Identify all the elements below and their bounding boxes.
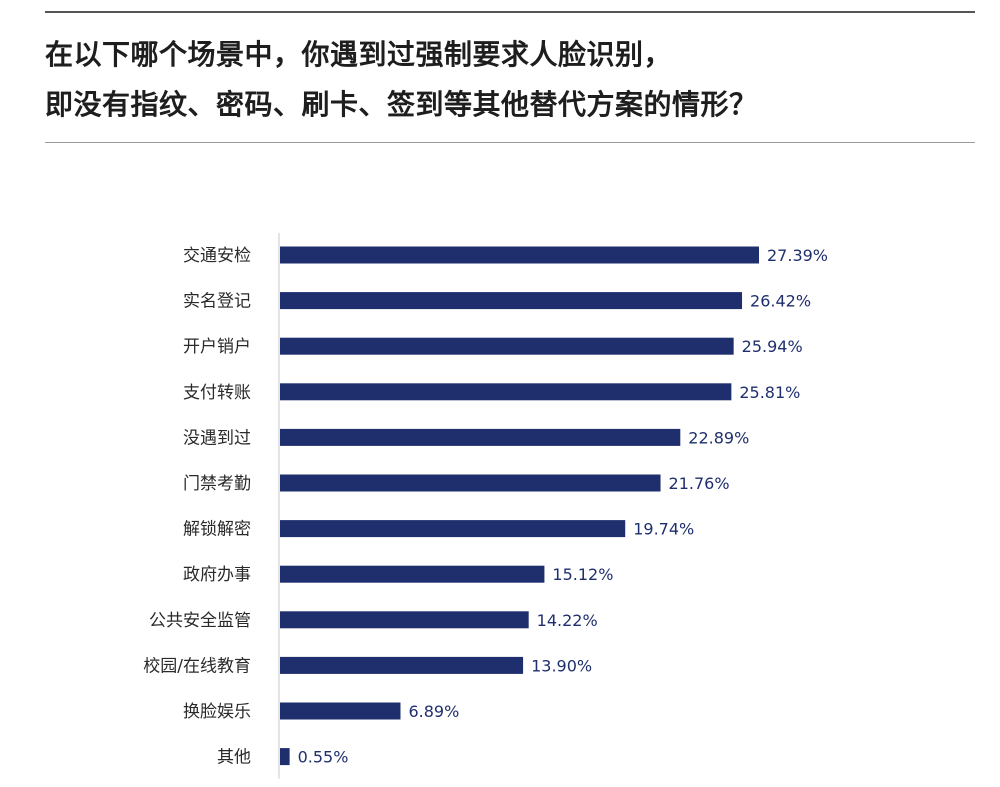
category-label: 门禁考勤 — [183, 474, 251, 494]
value-label: 21.76% — [669, 474, 730, 493]
category-label: 解锁解密 — [183, 520, 251, 540]
chart-bars-group — [280, 246, 759, 766]
bar — [280, 656, 524, 674]
value-label: 19.74% — [633, 520, 694, 539]
bar — [280, 474, 661, 492]
value-label: 0.55% — [298, 748, 349, 767]
value-label: 26.42% — [750, 292, 811, 311]
category-label: 开户销户 — [183, 337, 251, 357]
category-labels-group: 交通安检实名登记开户销户支付转账没遇到过门禁考勤解锁解密政府办事公共安全监管校园… — [143, 246, 251, 768]
bar — [280, 748, 290, 766]
category-label: 其他 — [217, 748, 251, 768]
value-labels-group: 27.39% 26.42% 25.94% 25.81% 22.89% 21.76% 19.7… — [298, 246, 828, 767]
value-label: 22.89% — [688, 428, 749, 447]
bar — [280, 565, 545, 583]
value-label: 27.39% — [767, 246, 828, 265]
bar — [280, 292, 743, 310]
value-label: 25.81% — [739, 383, 800, 402]
category-label: 校园/在线教育 — [143, 656, 251, 676]
title-divider — [45, 142, 975, 143]
bar — [280, 383, 732, 401]
title-line-2: 即没有指纹、密码、刷卡、签到等其他替代方案的情形？ — [45, 88, 758, 121]
category-label: 没遇到过 — [183, 428, 251, 448]
category-label: 换脸娱乐 — [183, 702, 251, 722]
value-label: 25.94% — [742, 337, 803, 356]
category-label: 支付转账 — [183, 383, 251, 403]
value-label: 15.12% — [552, 565, 613, 584]
value-label: 6.89% — [408, 702, 459, 721]
bar — [280, 520, 626, 538]
chart-title: 在以下哪个场景中，你遇到过强制要求人脸识别， 即没有指纹、密码、刷卡、签到等其他… — [45, 30, 975, 130]
title-line-1: 在以下哪个场景中，你遇到过强制要求人脸识别， — [45, 38, 673, 71]
bar — [280, 702, 401, 720]
bar — [280, 611, 529, 629]
category-label: 交通安检 — [183, 246, 251, 266]
category-label: 公共安全监管 — [149, 611, 251, 631]
bar — [280, 337, 734, 355]
bar — [280, 246, 759, 264]
value-label: 14.22% — [537, 611, 598, 630]
value-label: 13.90% — [531, 656, 592, 675]
top-rule — [45, 11, 975, 13]
bar — [280, 428, 681, 446]
category-label: 实名登记 — [183, 292, 251, 312]
category-label: 政府办事 — [183, 565, 251, 585]
